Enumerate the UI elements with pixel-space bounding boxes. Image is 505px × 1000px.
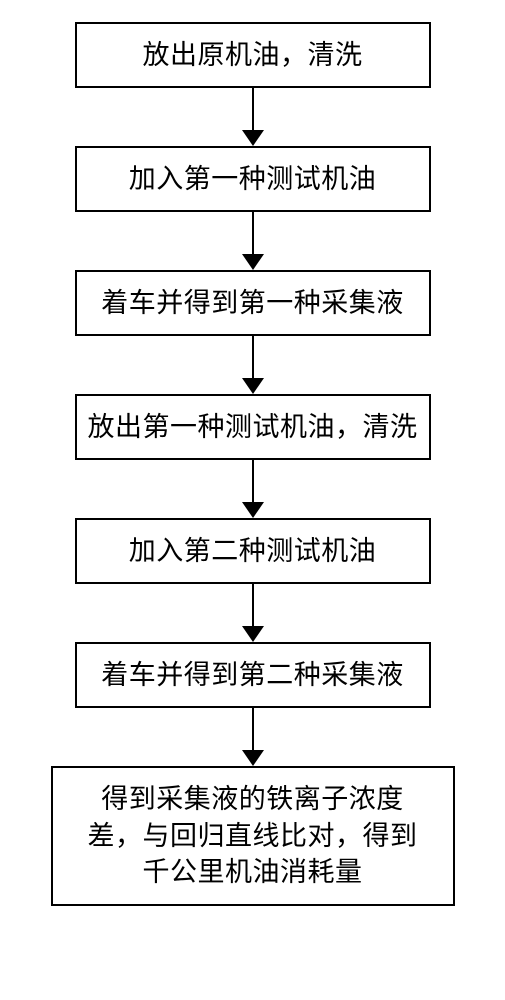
flow-node-7: 得到采集液的铁离子浓度 差，与回归直线比对，得到 千公里机油消耗量 — [51, 766, 455, 906]
flow-node-7-label-line1: 得到采集液的铁离子浓度 — [101, 781, 404, 817]
arrow-shaft — [252, 584, 254, 627]
flow-arrow-1-2 — [242, 88, 264, 146]
flow-node-4-label: 放出第一种测试机油，清洗 — [88, 409, 418, 445]
arrow-head-icon — [242, 502, 264, 518]
flow-node-1: 放出原机油，清洗 — [75, 22, 431, 88]
flow-node-7-label-line2: 差，与回归直线比对，得到 — [88, 818, 418, 854]
flow-node-5: 加入第二种测试机油 — [75, 518, 431, 584]
flow-node-6: 着车并得到第二种采集液 — [75, 642, 431, 708]
flow-node-5-label: 加入第二种测试机油 — [129, 533, 377, 569]
flowchart-container: 放出原机油，清洗 加入第一种测试机油 着车并得到第一种采集液 放出第一种测试机油… — [0, 0, 505, 906]
arrow-head-icon — [242, 750, 264, 766]
flow-node-3-label: 着车并得到第一种采集液 — [101, 285, 404, 321]
flow-node-1-label: 放出原机油，清洗 — [143, 37, 363, 73]
flow-arrow-5-6 — [242, 584, 264, 642]
arrow-shaft — [252, 88, 254, 131]
flow-arrow-2-3 — [242, 212, 264, 270]
flow-node-4: 放出第一种测试机油，清洗 — [75, 394, 431, 460]
arrow-head-icon — [242, 130, 264, 146]
flow-arrow-4-5 — [242, 460, 264, 518]
flow-node-6-label: 着车并得到第二种采集液 — [101, 657, 404, 693]
flow-arrow-3-4 — [242, 336, 264, 394]
flow-node-2-label: 加入第一种测试机油 — [129, 161, 377, 197]
arrow-shaft — [252, 460, 254, 503]
arrow-head-icon — [242, 254, 264, 270]
arrow-shaft — [252, 336, 254, 379]
arrow-head-icon — [242, 378, 264, 394]
flow-node-7-label-line3: 千公里机油消耗量 — [143, 854, 363, 890]
arrow-shaft — [252, 212, 254, 255]
flow-arrow-6-7 — [242, 708, 264, 766]
flow-node-2: 加入第一种测试机油 — [75, 146, 431, 212]
arrow-shaft — [252, 708, 254, 751]
flow-node-3: 着车并得到第一种采集液 — [75, 270, 431, 336]
arrow-head-icon — [242, 626, 264, 642]
